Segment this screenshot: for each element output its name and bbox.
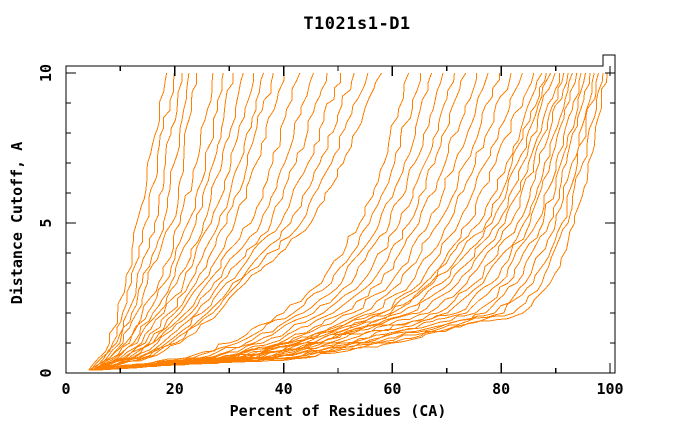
model-curve (88, 72, 410, 371)
model-curve (94, 72, 274, 371)
chart-title: T1021s1-D1 (303, 14, 411, 34)
model-curve (89, 72, 214, 371)
x-tick-label: 20 (165, 380, 184, 398)
y-axis-label: Distance Cutoff, A (8, 141, 26, 305)
model-curve (93, 72, 608, 371)
model-curve (90, 72, 355, 371)
model-curve (93, 72, 234, 371)
x-tick-label: 100 (596, 380, 624, 398)
model-curve (93, 72, 369, 371)
x-axis-label: Percent of Residues (CA) (229, 402, 447, 420)
model-curve (92, 72, 535, 371)
model-curve (90, 72, 175, 371)
model-curve (97, 73, 198, 371)
model-curve (90, 72, 547, 371)
model-curve (89, 73, 254, 371)
model-curve (90, 72, 578, 371)
model-curve (95, 72, 382, 371)
x-tick-label: 80 (492, 380, 511, 398)
y-tick-label: 10 (37, 63, 55, 83)
y-tick-label: 0 (37, 368, 55, 378)
x-tick-label: 60 (383, 380, 402, 398)
model-curve (92, 72, 582, 371)
model-curve (92, 72, 314, 371)
model-curve (95, 72, 328, 371)
model-curve (91, 72, 224, 371)
model-curve (93, 72, 433, 371)
x-tick-label: 0 (61, 380, 71, 398)
model-curve (95, 72, 190, 371)
model-curve (91, 72, 264, 371)
y-tick-label: 5 (37, 218, 55, 228)
model-curve (88, 72, 168, 371)
model-curve (95, 72, 244, 371)
model-curve (98, 72, 569, 371)
model-curve (89, 72, 301, 371)
model-curve (89, 72, 573, 371)
model-curve (94, 72, 586, 371)
x-tick-label: 40 (274, 380, 293, 398)
